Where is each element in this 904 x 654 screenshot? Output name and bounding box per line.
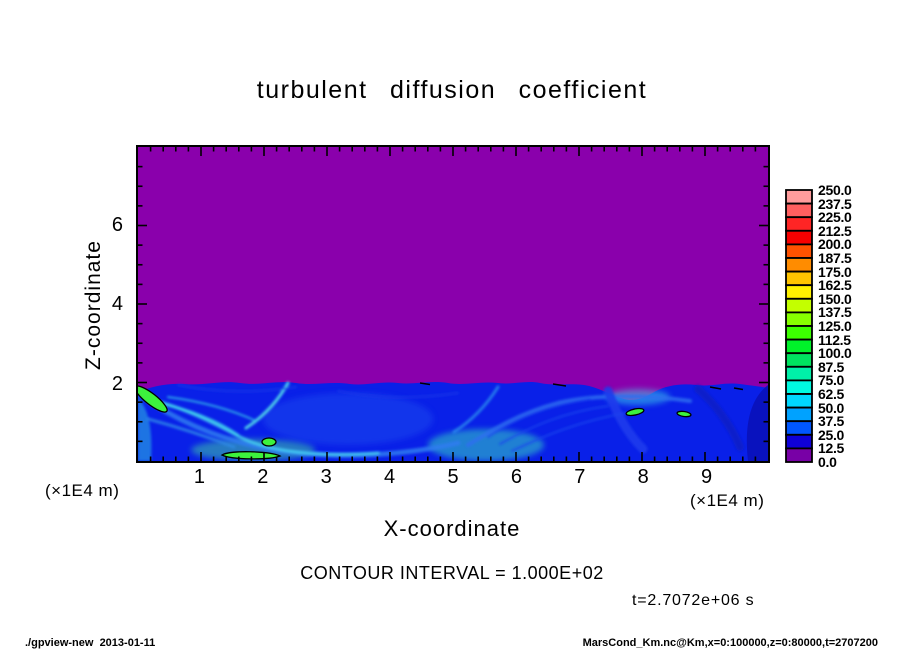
y-axis-unit: (×1E4 m) (45, 481, 120, 500)
x-tick-label: 9 (701, 466, 713, 488)
colorbar: 250.0 237.5 225.0 212.5 200.0 187.5 175.0 162.5… (785, 183, 897, 470)
high-km-contour-patches (138, 385, 692, 460)
colorbar-tick-label: 237.5 (818, 195, 852, 212)
x-axis-label: X-coordinate (383, 516, 521, 541)
colorbar-tick-label: 62.5 (818, 386, 845, 402)
colorbar-cell (785, 270, 813, 287)
colorbar-cell (785, 202, 813, 219)
colorbar-cell (785, 447, 813, 463)
colorbar-tick-label: 75.0 (818, 372, 845, 389)
colorbar-tick-label: 200.0 (818, 236, 852, 253)
colorbar-tick-label: 100.0 (818, 345, 852, 362)
time-annotation: t=2.7072e+06 s (632, 592, 755, 609)
x-tick-label: 6 (510, 466, 522, 488)
footer-dataset: MarsCond_Km.nc@Km,x=0:100000,z=0:80000,t… (582, 637, 878, 649)
colorbar-tick-label: 137.5 (818, 304, 852, 321)
footer-command: ./gpview-new 2013-01-11 (25, 637, 156, 649)
colorbar-cell (785, 257, 813, 273)
colorbar-cell (785, 284, 813, 300)
colorbar-tick-label: 25.0 (818, 426, 845, 443)
y-tick-labels: 2 4 6 (97, 145, 123, 463)
y-tick-label: 6 (111, 213, 123, 236)
chart-title: turbulent diffusion coefficient (256, 76, 648, 104)
colorbar-tick-label: 50.0 (818, 399, 845, 416)
colorbar-cell (785, 311, 813, 327)
colorbar-cell (785, 406, 813, 423)
contour-line-fragments (419, 382, 744, 391)
colorbar-cell (785, 189, 813, 205)
colorbar-tick-label: 125.0 (818, 318, 852, 334)
colorbar-tick-label: 150.0 (818, 290, 852, 307)
colorbar-tick-label: 162.5 (818, 277, 852, 294)
y-tick-label: 2 (111, 372, 123, 395)
heatmap-field (138, 147, 768, 461)
turbulence-filaments (138, 381, 744, 458)
x-tick-label: 2 (257, 466, 269, 488)
x-tick-label: 5 (447, 466, 459, 488)
colorbar-tick-label: 212.5 (818, 222, 852, 239)
colorbar-cells (785, 189, 813, 463)
x-tick-label: 3 (320, 466, 332, 488)
colorbar-cell (785, 229, 813, 246)
colorbar-tick-label: 12.5 (818, 440, 845, 457)
x-tick-label: 4 (384, 466, 396, 488)
y-tick-label: 4 (111, 293, 123, 315)
colorbar-cell (785, 379, 813, 395)
colorbar-tick-label: 225.0 (818, 209, 852, 226)
colorbar-cell (785, 365, 813, 382)
colorbar-tick-label: 87.5 (818, 358, 845, 375)
contour-interval-note: CONTOUR INTERVAL = 1.000E+02 (300, 563, 604, 583)
x-tick-label: 8 (637, 466, 649, 488)
colorbar-cell (785, 325, 813, 341)
colorbar-cell (785, 420, 813, 436)
colorbar-cell (785, 243, 813, 259)
colorbar-tick-label: 250.0 (818, 182, 852, 198)
colorbar-cell (785, 352, 813, 368)
colorbar-tick-label: 175.0 (818, 263, 852, 280)
colorbar-cell (785, 393, 813, 409)
turbulence-soft-patches (138, 385, 768, 461)
x-tick-label: 7 (574, 466, 586, 488)
colorbar-tick-label: 187.5 (818, 250, 852, 266)
x-axis-unit: (×1E4 m) (690, 491, 765, 510)
colorbar-cell (785, 338, 813, 355)
x-tick-labels: 1 2 3 4 5 6 7 8 9 (136, 466, 770, 490)
colorbar-tick-label: 0.0 (818, 454, 837, 470)
colorbar-cell (785, 216, 813, 232)
plot-frame (136, 145, 770, 463)
colorbar-tick-label: 37.5 (818, 413, 845, 430)
colorbar-cell (785, 297, 813, 314)
x-tick-label: 1 (193, 466, 205, 488)
colorbar-tick-label: 112.5 (818, 331, 851, 348)
colorbar-cell (785, 433, 813, 450)
